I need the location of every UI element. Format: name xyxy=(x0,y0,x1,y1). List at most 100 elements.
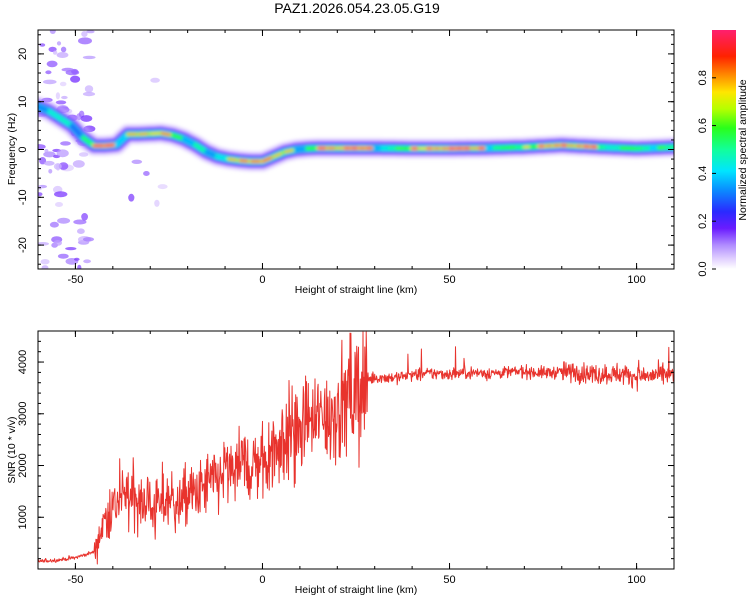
y-tick-label: 3000 xyxy=(17,402,29,426)
spectrogram-ridge xyxy=(38,96,674,172)
spectrogram-ridge-core xyxy=(160,132,172,136)
spectrogram-noise-blob xyxy=(39,43,46,47)
spectrogram-noise-blob xyxy=(46,60,58,68)
spectrogram-ylabel: Frequency (Hz) xyxy=(6,113,18,185)
y-tick-label: 1000 xyxy=(17,505,29,529)
spectrogram-noise xyxy=(38,30,168,269)
spectrogram-ridge-segment xyxy=(38,104,49,113)
colorbar-tick-label: 0.0 xyxy=(697,261,709,276)
y-tick-label: 4000 xyxy=(17,350,29,374)
spectrogram-noise-blob xyxy=(57,253,69,259)
spectrogram-ridge-core xyxy=(227,158,238,162)
spectrogram-noise-blob xyxy=(83,259,91,264)
spectrogram-ridge-segment xyxy=(215,154,228,161)
spectrogram-noise-blob xyxy=(70,75,81,83)
spectrogram-y-ticks: -20 -10 0 10 20 xyxy=(17,34,674,265)
spectrogram-noise-blob xyxy=(157,184,168,190)
snr-frame xyxy=(37,330,675,570)
spectrogram-noise-blob xyxy=(54,191,68,198)
x-tick-label: 100 xyxy=(627,274,645,286)
snr-ylabel: SNR (10 * v/v) xyxy=(6,416,18,483)
spectrogram-ridge-segment xyxy=(204,149,216,158)
spectrogram-noise-blob xyxy=(61,95,68,100)
x-tick-label: 50 xyxy=(443,574,455,586)
spectrogram-noise-blob xyxy=(43,151,56,158)
spectrogram-noise-blob xyxy=(53,163,62,170)
spectrogram-noise-blob xyxy=(77,264,82,269)
spectrogram-noise-blob xyxy=(49,30,56,34)
spectrogram-noise-blob xyxy=(78,152,89,157)
snr-panel: -50 0 50 100 1000 2000 3000 4000 Height of str… xyxy=(6,330,675,596)
y-tick-label: -10 xyxy=(17,189,29,205)
spectrogram-noise-blob xyxy=(57,217,71,224)
colorbar-label: Normalized spectral amplitude xyxy=(737,79,749,220)
y-tick-label: 10 xyxy=(17,96,29,108)
spectrogram-noise-blob xyxy=(73,219,87,225)
y-tick-label: 0 xyxy=(17,146,29,152)
spectrogram-noise-blob xyxy=(56,52,69,58)
colorbar-tick-label: 0.8 xyxy=(697,70,709,85)
spectrogram-noise-blob xyxy=(56,41,62,46)
spectrogram-ridge-segment xyxy=(294,146,306,152)
spectrogram-noise-blob xyxy=(60,141,71,146)
snr-y-ticks: 1000 2000 3000 4000 xyxy=(17,330,674,570)
spectrogram-noise-blob xyxy=(44,149,49,153)
spectrogram-noise-blob xyxy=(81,31,88,37)
spectrogram-ridge-segment xyxy=(80,135,94,147)
spectrogram-noise-blob xyxy=(72,160,85,168)
y-tick-label: 2000 xyxy=(17,453,29,477)
spectrogram-noise-blob xyxy=(60,46,67,53)
x-tick-label: 0 xyxy=(259,574,265,586)
spectrogram-noise-blob xyxy=(53,240,62,246)
colorbar-gradient xyxy=(712,30,736,269)
spectrogram-noise-blob xyxy=(55,92,61,100)
spectrogram-ridge-segment xyxy=(170,133,184,141)
spectrogram-ridge-segment xyxy=(47,109,61,119)
spectrogram-noise-blob xyxy=(41,265,49,269)
spectrogram-noise-blob xyxy=(81,213,88,221)
x-tick-label: -50 xyxy=(67,574,83,586)
spectrogram-noise-blob xyxy=(43,79,57,85)
y-tick-label: 20 xyxy=(17,48,29,60)
x-tick-label: 0 xyxy=(259,274,265,286)
spectrogram-ridge-core xyxy=(238,159,249,163)
spectrogram-noise-blob xyxy=(40,259,50,265)
spectrogram-panel: -50 0 50 100 -20 -10 0 10 20 Height of straight… xyxy=(6,29,675,296)
spectrogram-noise-blob xyxy=(78,37,92,45)
spectrogram-noise-blob xyxy=(45,70,52,75)
spectrogram-noise-blob xyxy=(48,169,53,174)
spectrogram-ridge-segment xyxy=(193,142,207,153)
spectrogram-noise-blob xyxy=(80,115,93,122)
spectrogram-ridge-core xyxy=(104,143,116,147)
spectrogram-noise-blob xyxy=(49,221,59,228)
spectrogram-noise-blob xyxy=(55,100,67,105)
spectrogram-noise-blob xyxy=(154,199,160,207)
colorbar-tick-label: 0.2 xyxy=(697,214,709,229)
spectrogram-noise-blob xyxy=(128,193,135,202)
spectrogram-noise-blob xyxy=(74,257,80,261)
x-tick-label: -50 xyxy=(67,274,83,286)
spectrogram-noise-blob xyxy=(84,85,94,93)
spectrogram-noise-blob xyxy=(82,91,96,97)
spectrogram-noise-blob xyxy=(61,67,74,72)
spectrogram-noise-blob xyxy=(86,30,95,34)
spectrogram-noise-blob xyxy=(143,171,150,176)
snr-x-ticks: -50 0 50 100 xyxy=(37,331,675,586)
spectrogram-noise-blob xyxy=(131,159,143,164)
spectrogram-noise-blob xyxy=(38,144,46,150)
spectrogram-noise-blob xyxy=(55,202,63,207)
spectrogram-noise-blob xyxy=(77,228,85,234)
x-tick-label: 100 xyxy=(627,574,645,586)
spectrogram-x-ticks: -50 0 50 100 xyxy=(37,30,675,286)
chart-title: PAZ1.2026.054.23.05.G19 xyxy=(274,0,440,16)
spectrogram-ridge-segment xyxy=(114,134,128,147)
spectrogram-noise-blob xyxy=(56,149,69,158)
spectrogram-ridge-core xyxy=(261,156,273,163)
spectrogram-ridge-segment xyxy=(181,137,195,146)
spectrogram-noise-blob xyxy=(38,192,43,197)
y-tick-label: -20 xyxy=(17,237,29,253)
snr-xlabel: Height of straight line (km) xyxy=(295,584,418,596)
spectrogram-noise-blob xyxy=(59,81,67,87)
x-tick-label: 50 xyxy=(443,274,455,286)
